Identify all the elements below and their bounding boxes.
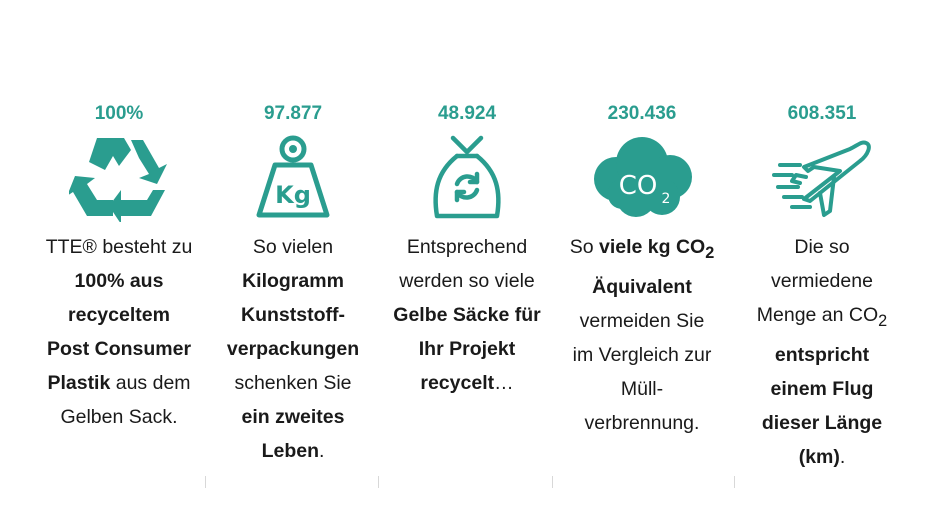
description-line: Menge an CO2 (733, 298, 911, 338)
subscript-text: 2 (878, 311, 888, 330)
bold-text: dieser Länge (761, 411, 883, 434)
description-line: Leben. (204, 434, 382, 468)
bold-text: entspricht (774, 343, 870, 366)
bold-text: recyceltem (68, 304, 170, 326)
description-line: Müll- (553, 372, 731, 406)
text-run: Entsprechend (406, 236, 528, 258)
description-line: Gelbe Säcke für (378, 298, 556, 332)
stat-description: So vielen Kilogramm Kunststoff-verpackunge… (204, 230, 382, 468)
svg-text:2: 2 (662, 191, 671, 207)
description-line: Die so (733, 230, 911, 264)
description-line: Äquivalent (553, 270, 731, 304)
text-run: aus dem (110, 372, 191, 394)
description-line: Entsprechend (378, 230, 556, 264)
text-run: Müll- (620, 377, 664, 400)
stat-description: Entsprechend werden so viele Gelbe Säcke f… (378, 230, 556, 400)
co2-cloud-icon: CO 2 (553, 128, 731, 226)
text-run: So vielen (252, 236, 334, 258)
column-divider (378, 476, 379, 488)
text-run: TTE® besteht zu (45, 236, 193, 258)
text-run: schenken Sie (234, 372, 352, 394)
description-line: recyceltem (30, 298, 208, 332)
stat-value: 608.351 (787, 103, 857, 124)
description-line: vermiedene (733, 264, 911, 298)
stat-column-recycled-plastic: 100% TTE® besteht zu 100% aus recyceltem Po… (30, 100, 208, 434)
text-run: . (319, 440, 325, 462)
description-line: verpackungen (204, 332, 382, 366)
bold-text: Leben (261, 440, 319, 462)
description-line: So viele kg CO2 (553, 230, 731, 270)
bold-text: Plastik (47, 372, 111, 394)
description-line: werden so viele (378, 264, 556, 298)
subscript-text: 2 (705, 243, 715, 262)
bold-text: recycelt (420, 372, 495, 394)
description-line: Plastik aus dem (30, 366, 208, 400)
text-run: … (494, 372, 514, 394)
description-line: Ihr Projekt (378, 332, 556, 366)
stat-value: 230.436 (607, 103, 677, 124)
description-line: (km). (733, 440, 911, 474)
bold-text: verpackungen (226, 338, 360, 360)
bold-text: einem Flug (770, 377, 874, 400)
bold-text: Ihr Projekt (418, 338, 516, 360)
text-run: vermeiden Sie (579, 309, 705, 332)
description-line: So vielen (204, 230, 382, 264)
stat-value: 48.924 (437, 103, 497, 124)
bold-text: ein zweites (241, 406, 345, 428)
stat-column-co2-equivalent: 230.436 CO 2 So viele kg CO2 Äquivalent ve… (553, 100, 731, 440)
weight-kg-icon: Kg (204, 128, 382, 226)
description-line: dieser Länge (733, 406, 911, 440)
bold-text: (km) (798, 445, 840, 468)
text-run: Menge an CO (756, 304, 879, 326)
description-line: verbrennung. (553, 406, 731, 440)
bold-text: Kilogramm (242, 270, 344, 292)
description-line: schenken Sie (204, 366, 382, 400)
svg-text:CO: CO (619, 171, 658, 201)
description-line: 100% aus (30, 264, 208, 298)
stat-column-kilograms: 97.877 Kg So vielen Kilogramm Kunststoff-v… (204, 100, 382, 468)
description-line: im Vergleich zur (553, 338, 731, 372)
description-line: vermeiden Sie (553, 304, 731, 338)
text-run: werden so viele (399, 270, 535, 292)
text-run: vermiedene (771, 270, 873, 292)
text-run: im Vergleich zur (572, 343, 712, 366)
stat-value: 100% (94, 103, 144, 124)
column-divider (552, 476, 553, 488)
bold-text: Kunststoff- (241, 304, 345, 326)
bold-text: Gelbe Säcke für (393, 304, 541, 326)
bold-text: Post Consumer (46, 338, 192, 360)
text-run: Die so (794, 236, 850, 258)
description-line: ein zweites (204, 400, 382, 434)
recycle-icon (30, 128, 208, 226)
text-run: verbrennung. (584, 411, 700, 434)
bold-text: viele kg CO (599, 236, 706, 258)
description-line: TTE® besteht zu (30, 230, 208, 264)
stat-description: Die so vermiedene Menge an CO2 entspricht ei… (733, 230, 911, 474)
bold-text: 100% aus (74, 270, 164, 292)
description-line: entspricht (733, 338, 911, 372)
stat-description: So viele kg CO2 Äquivalent vermeiden Sie im… (553, 230, 731, 440)
airplane-icon (733, 128, 911, 226)
column-divider (205, 476, 206, 488)
text-run: Gelben Sack. (60, 406, 178, 428)
stat-column-yellow-bags: 48.924 Entsprechend werden so viele Gelbe … (378, 100, 556, 400)
text-run: . (839, 445, 846, 468)
description-line: Kunststoff- (204, 298, 382, 332)
description-line: Post Consumer (30, 332, 208, 366)
stat-description: TTE® besteht zu 100% aus recyceltem Post Co… (30, 230, 208, 434)
recycling-bag-icon (378, 128, 556, 226)
description-line: Gelben Sack. (30, 400, 208, 434)
stat-column-flight-distance: 608.351 Die so vermiedene Menge an CO2 ents… (733, 100, 911, 474)
column-divider (734, 476, 735, 488)
stat-value: 97.877 (263, 103, 323, 124)
description-line: Kilogramm (204, 264, 382, 298)
description-line: recycelt… (378, 366, 556, 400)
text-run: So (569, 236, 599, 258)
description-line: einem Flug (733, 372, 911, 406)
svg-text:Kg: Kg (275, 181, 311, 209)
bold-text: Äquivalent (592, 275, 692, 298)
